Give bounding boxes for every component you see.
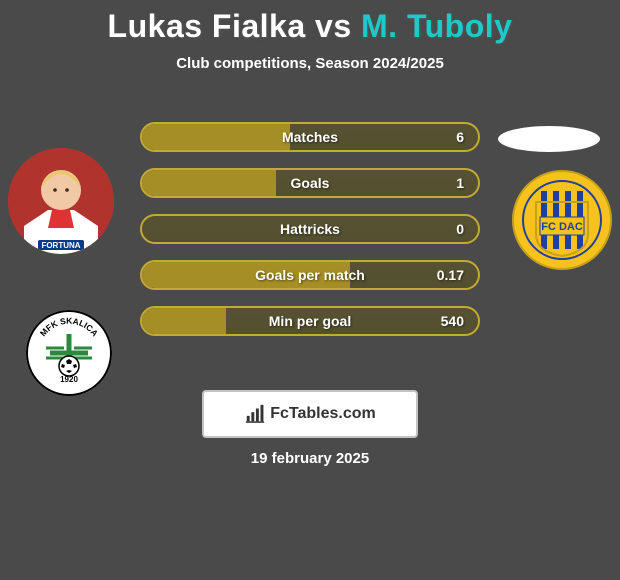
stat-value: 540	[441, 308, 464, 334]
stat-label: Goals per match	[255, 262, 365, 288]
chart-icon	[244, 403, 266, 425]
stat-label: Min per goal	[269, 308, 351, 334]
stat-row: Goals 1	[140, 168, 480, 198]
stat-fill	[142, 170, 276, 196]
brand-box[interactable]: FcTables.com	[202, 390, 418, 438]
player-right-avatar	[498, 126, 600, 152]
page-title: Lukas Fialka vs M. Tuboly	[0, 0, 620, 45]
stat-fill	[142, 308, 226, 334]
page-subtitle: Club competitions, Season 2024/2025	[0, 55, 620, 72]
stats-list: Matches 6 Goals 1 Hattricks 0 Goals per match 0…	[140, 122, 480, 352]
jersey-text: FORTUNA	[41, 241, 80, 250]
brand-label: FcTables.com	[270, 405, 376, 423]
club-badge-right: FC DAC	[512, 170, 612, 270]
club-right-name: FC DAC	[541, 221, 583, 233]
stat-value: 0.17	[437, 262, 464, 288]
stat-label: Goals	[291, 170, 330, 196]
stat-row: Hattricks 0	[140, 214, 480, 244]
stat-value: 6	[456, 124, 464, 150]
stat-label: Hattricks	[280, 216, 340, 242]
stat-fill	[142, 124, 290, 150]
stat-row: Min per goal 540	[140, 306, 480, 336]
club-badge-left: MFK SKALICA 1920	[26, 310, 112, 396]
footer-date: 19 february 2025	[251, 450, 369, 467]
stat-value: 1	[456, 170, 464, 196]
stat-row: Matches 6	[140, 122, 480, 152]
stat-value: 0	[456, 216, 464, 242]
stat-label: Matches	[282, 124, 338, 150]
player-left-avatar: FORTUNA	[8, 148, 114, 254]
stat-row: Goals per match 0.17	[140, 260, 480, 290]
